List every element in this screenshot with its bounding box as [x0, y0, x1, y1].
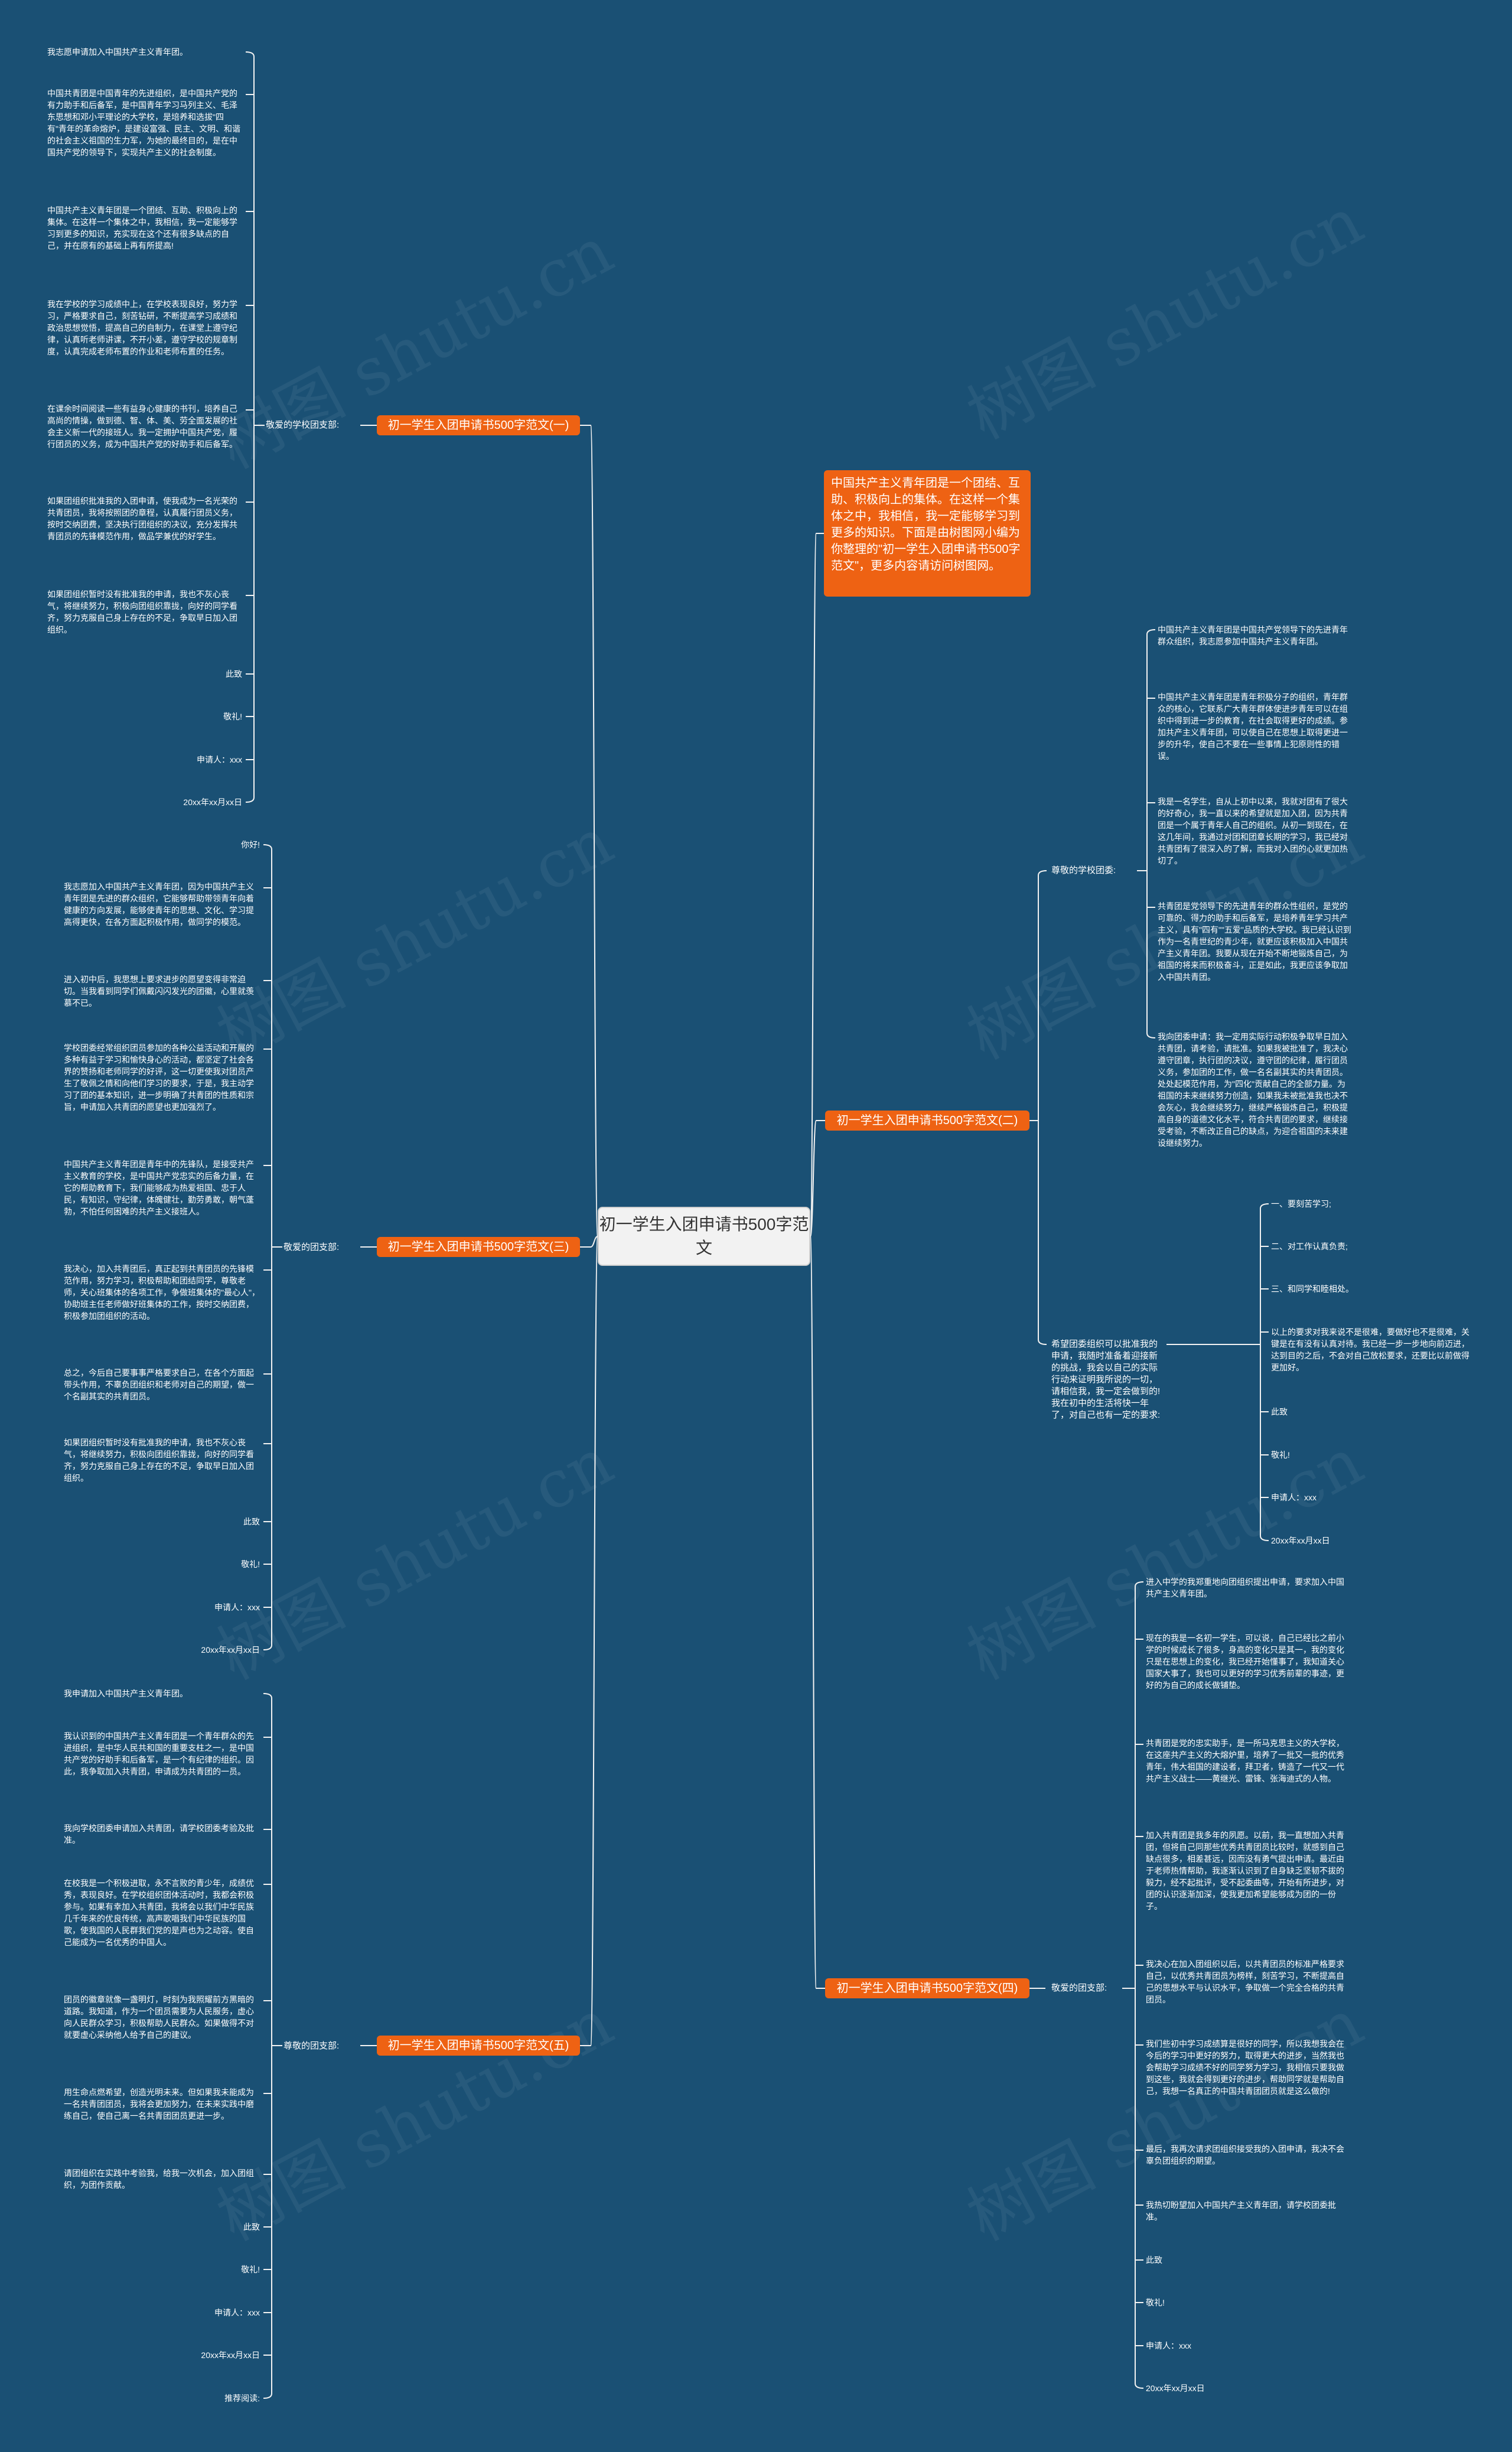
root-to-left-branch	[590, 425, 598, 1237]
branch-5-item: 推荐阅读:	[224, 2394, 260, 2403]
branch-2-salutation: 尊敬的学校团委:	[1051, 865, 1116, 875]
branch-4-bracket-spine	[1135, 1581, 1144, 2389]
branch-1-item: 此致	[226, 669, 242, 679]
branch-5-item: 我认识到的中国共产主义青年团是一个青年群众的先进组织，是中华人民共和国的重要支柱…	[64, 1731, 254, 1776]
root-topic[interactable]: 初一学生入团申请书500字范文	[598, 1207, 810, 1266]
branch-1-bracket-spine	[245, 51, 255, 803]
branch-3-item: 此致	[243, 1517, 260, 1526]
branch-2-item: 我是一名学生，自从上初中以来，我就对团有了很大的好奇心，我一直以来的希望就是加入…	[1158, 797, 1348, 865]
branch-4-item: 我决心在加入团组织以后，以共青团员的标准严格要求自己，以优秀共青团员为榜样，刻苦…	[1146, 1959, 1344, 2004]
branch-1-item: 敬礼!	[223, 712, 242, 721]
branch-4-item: 进入中学的我郑重地向团组织提出申请，要求加入中国共产主义青年团。	[1146, 1577, 1344, 1598]
branch-4-item: 现在的我是一名初一学生，可以说，自己已经比之前小学的时候成长了很多，身高的变化只…	[1146, 1633, 1344, 1690]
branch-3-node[interactable]: 初一学生入团申请书500字范文(三)	[377, 1237, 580, 1257]
branch-1-item: 中国共产主义青年团是一个团结、互助、积极向上的集体。在这样一个集体之中，我相信，…	[47, 206, 237, 250]
branch-1-item: 如果团组织批准我的入团申请，使我成为一名光荣的共青团员，我将按照团的章程，认真履…	[47, 496, 237, 541]
branch-2-item: 共青团是党领导下的先进青年的群众性组织，是党的可靠的、得力的助手和后备军，是培养…	[1158, 901, 1351, 982]
branch-1-node[interactable]: 初一学生入团申请书500字范文(一)	[377, 415, 580, 435]
branch-1-item: 在课余时间阅读一些有益身心健康的书刊，培养自己高尚的情操，做到德、智、体、美、劳…	[47, 404, 237, 449]
branch-2-sub-bracket-spine	[1146, 629, 1156, 1038]
branch-3-item: 我决心，加入共青团后，真正起到共青团员的先锋模范作用，努力学习，积极帮助和团结同…	[64, 1264, 260, 1321]
branch-4-item: 最后，我再次请求团组织接受我的入团申请，我决不会辜负团组织的期望。	[1146, 2144, 1344, 2166]
branch-1-item: 我志愿申请加入中国共产主义青年团。	[47, 47, 188, 57]
branch-2-item: 敬礼!	[1271, 1450, 1290, 1460]
branch-3-item: 申请人：xxx	[214, 1603, 260, 1612]
branch-2-item: 我向团委申请：我一定用实际行动积极争取早日加入共青团，请考验，请批准。如果我被批…	[1158, 1032, 1348, 1148]
branch-4-item: 20xx年xx月xx日	[1146, 2383, 1205, 2393]
branch-5-item: 在校我是一个积极进取，永不言败的青少年，成绩优秀，表现良好。在学校组织团体活动时…	[64, 1878, 254, 1947]
root-to-left-branch	[590, 1236, 598, 2046]
intro-node[interactable]: 中国共产主义青年团是一个团结、互助、积极向上的集体。在这样一个集体之中，我相信，…	[824, 470, 1031, 597]
branch-5-item: 敬礼!	[241, 2265, 260, 2274]
branch-5-item: 请团组织在实践中考验我，给我一次机会，加入团组织，为团作贡献。	[64, 2168, 254, 2190]
branch-4-item: 申请人：xxx	[1146, 2341, 1191, 2350]
branch-3-item: 如果团组织暂时没有批准我的申请，我也不灰心丧气，将继续努力，积极向团组织靠拢，向…	[64, 1438, 254, 1483]
branch-1-item: 我在学校的学习成绩中上，在学校表现良好，努力学习，严格要求自己，刻苦钻研，不断提…	[47, 299, 237, 356]
branch-1-item: 20xx年xx月xx日	[183, 797, 242, 807]
branch-2-bracket-spine	[1038, 870, 1047, 1345]
branch-1-item: 申请人：xxx	[197, 755, 242, 764]
branch-2-sub2-bracket-spine	[1260, 1203, 1269, 1541]
branch-1-salutation: 敬爱的学校团支部:	[266, 420, 340, 430]
root-to-right-branch	[810, 1120, 817, 1237]
branch-2-item: 三、和同学和睦相处。	[1271, 1284, 1354, 1294]
branch-4-salutation: 敬爱的团支部:	[1051, 1983, 1107, 1993]
branch-2-node[interactable]: 初一学生入团申请书500字范文(二)	[825, 1111, 1029, 1131]
branch-3-item: 总之，今后自己要事事严格要求自己，在各个方面起带头作用，不辜负团组织和老师对自己…	[64, 1368, 254, 1401]
branch-5-item: 此致	[243, 2222, 260, 2232]
branch-3-item: 中国共产主义青年团是青年中的先锋队，是接受共产主义教育的学校，是中国共产党忠实的…	[64, 1160, 254, 1216]
branch-5-bracket-spine	[263, 1693, 272, 2399]
branch-2-item: 20xx年xx月xx日	[1271, 1536, 1330, 1545]
root-to-right-branch	[810, 533, 817, 1237]
branch-2-item: 二、对工作认真负责;	[1271, 1242, 1348, 1251]
branch-5-item: 20xx年xx月xx日	[201, 2350, 260, 2360]
branch-3-item: 进入初中后，我思想上要求进步的愿望变得非常迫切。当我看到同学们佩戴闪闪发光的团徽…	[64, 975, 254, 1008]
branch-4-item: 此致	[1146, 2255, 1162, 2265]
root-topic-label: 初一学生入团申请书500字范文	[599, 1215, 809, 1257]
branch-4-item: 我们些初中学习成绩算是很好的同学，所以我想我会在今后的学习中更好的努力，取得更大…	[1146, 2039, 1344, 2096]
branch-3-salutation: 敬爱的团支部:	[284, 1242, 340, 1252]
branch-5-item: 申请人：xxx	[214, 2308, 260, 2317]
branch-3-bracket-spine	[263, 844, 272, 1650]
branch-4-item: 共青团是党的忠实助手，是一所马克思主义的大学校，在这座共产主义的大熔炉里，培养了…	[1146, 1738, 1344, 1783]
branch-3-item: 学校团委经常组织团员参加的各种公益活动和开展的多种有益于学习和愉快身心的活动，都…	[64, 1043, 254, 1112]
branch-5-item: 我申请加入中国共产主义青年团。	[64, 1689, 188, 1698]
branch-5-salutation: 尊敬的团支部:	[284, 2041, 340, 2051]
branch-2-request: 希望团委组织可以批准我的申请，我随时准备着迎接新的挑战，我会以自己的实际行动来证…	[1051, 1339, 1161, 1420]
branch-3-item: 20xx年xx月xx日	[201, 1645, 260, 1655]
branch-4-node[interactable]: 初一学生入团申请书500字范文(四)	[825, 1978, 1029, 1998]
branch-4-item: 我热切盼望加入中国共产主义青年团，请学校团委批准。	[1146, 2200, 1336, 2222]
branch-1-item: 中国共青团是中国青年的先进组织，是中国共产党的有力助手和后备军，是中国青年学习马…	[47, 89, 240, 157]
root-to-left-branch	[590, 1236, 598, 1248]
branch-3-item: 你好!	[241, 840, 260, 849]
branch-2-item: 中国共产主义青年团是中国共产党领导下的先进青年群众组织，我志愿参加中国共产主义青…	[1158, 625, 1348, 646]
branch-3-item: 敬礼!	[241, 1559, 260, 1569]
branch-5-item: 用生命点燃希望，创造光明未来。但如果我未能成为一名共青团团员，我将会更加努力，在…	[64, 2088, 254, 2121]
branch-2-item: 一、要刻苦学习;	[1271, 1199, 1331, 1209]
branch-5-item: 团员的徽章就像一盏明灯，时刻为我照耀前方黑暗的道路。我知道，作为一个团员需要为人…	[64, 1995, 254, 2040]
branch-4-item: 加入共青团是我多年的夙愿。以前，我一直想加入共青团，但将自己同那些优秀共青团员比…	[1146, 1831, 1344, 1911]
branch-2-item: 此致	[1271, 1407, 1288, 1417]
root-to-right-branch	[810, 1236, 817, 1989]
branch-2-item: 申请人：xxx	[1271, 1493, 1317, 1502]
branch-2-item: 中国共产主义青年团是青年积极分子的组织，青年群众的核心，它联系广大青年群体使进步…	[1158, 692, 1348, 761]
branch-3-item: 我志愿加入中国共产主义青年团，因为中国共产主义青年团是先进的群众组织，它能够帮助…	[64, 882, 254, 927]
branch-5-node[interactable]: 初一学生入团申请书500字范文(五)	[377, 2036, 580, 2056]
branch-1-item: 如果团组织暂时没有批准我的申请，我也不灰心丧气，将继续努力，积极向团组织靠拢，向…	[47, 590, 237, 634]
branch-2-item: 以上的要求对我来说不是很难，要做好也不是很难，关键是在有没有认真对待。我已经一步…	[1271, 1327, 1469, 1372]
branch-4-item: 敬礼!	[1146, 2298, 1165, 2307]
branch-5-item: 我向学校团委申请加入共青团，请学校团委考验及批准。	[64, 1823, 254, 1845]
